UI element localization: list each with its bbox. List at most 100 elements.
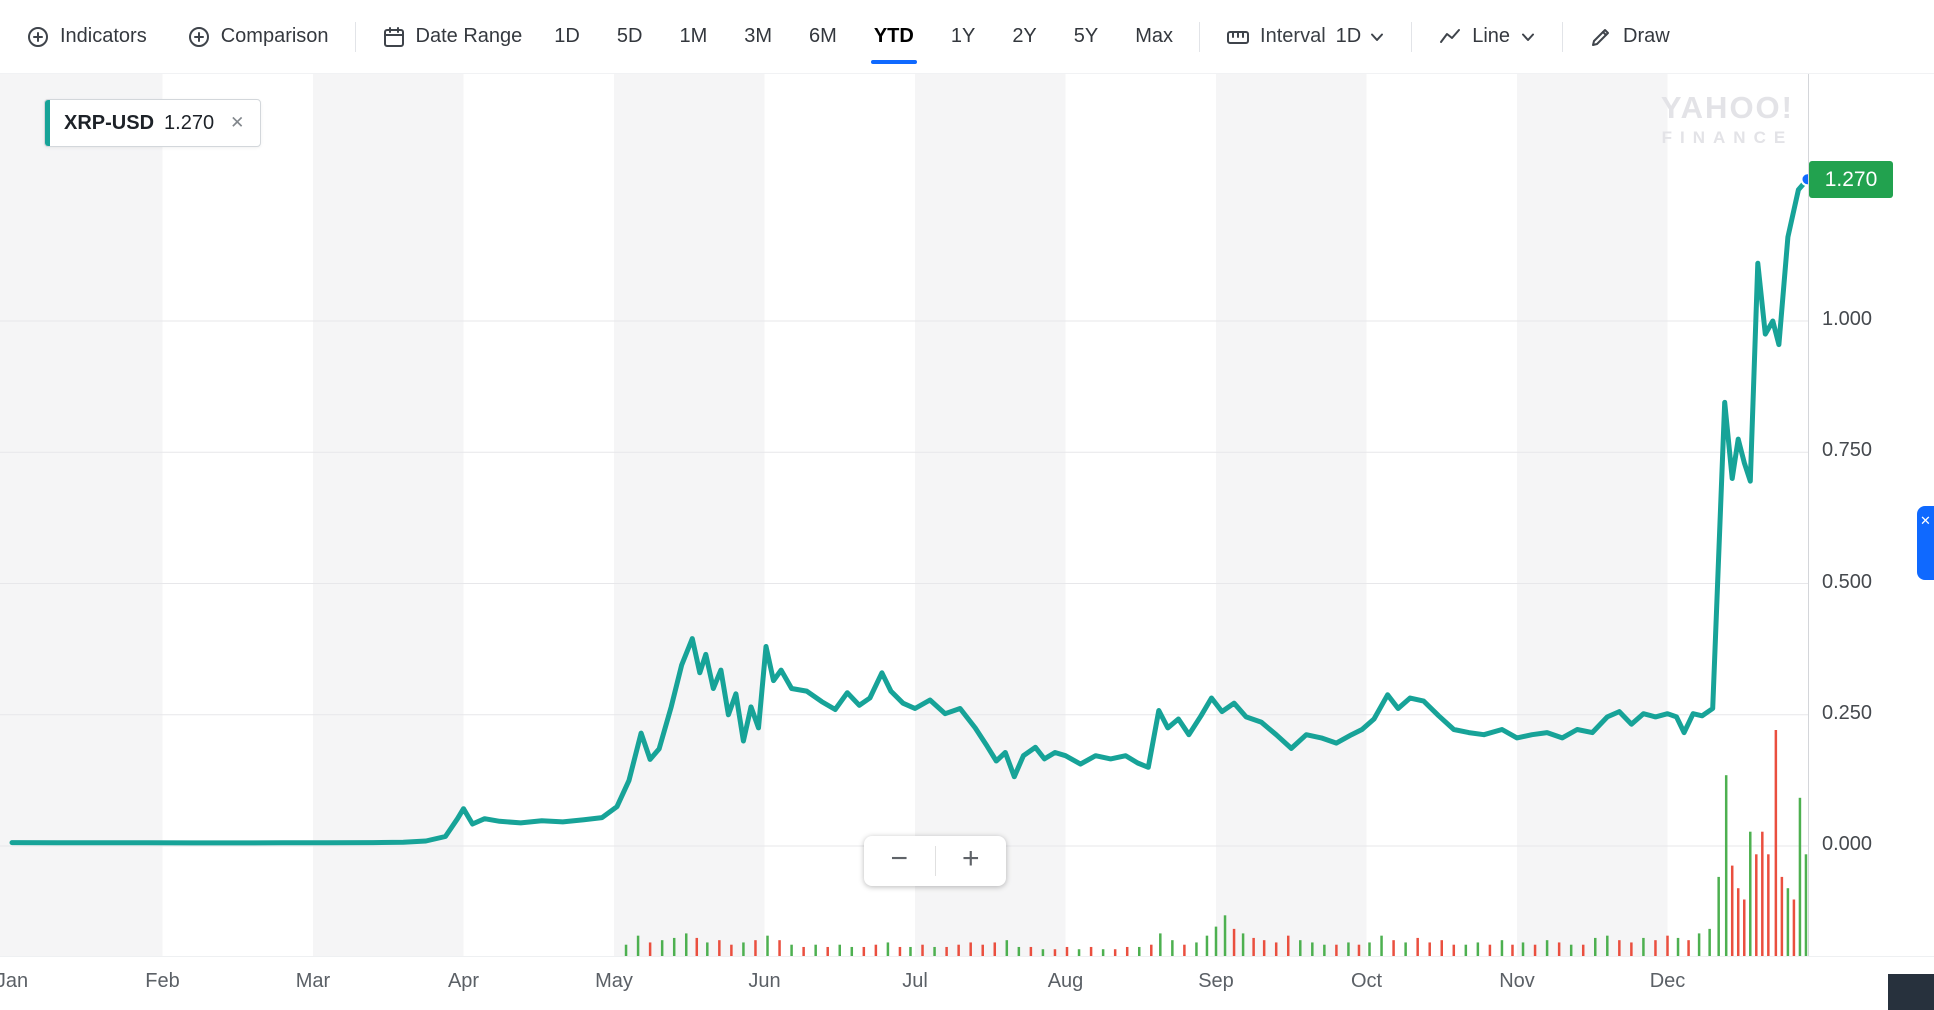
range-5d[interactable]: 5D [616, 25, 643, 47]
range-1m[interactable]: 1M [679, 25, 708, 47]
month-stripe [313, 74, 464, 956]
volume-bar [624, 944, 628, 956]
x-axis-label: Sep [1198, 970, 1234, 992]
volume-bar [1404, 942, 1407, 956]
volume-bar [1804, 854, 1808, 956]
volume-bar [981, 944, 984, 956]
y-axis-label: 1.000 [1822, 308, 1873, 330]
x-axis: Jan Feb Mar Apr May Jun Jul Aug Sep Oct Nov Dec [0, 956, 1934, 1010]
volume-bar [1159, 933, 1162, 956]
draw-button[interactable]: Draw [1589, 25, 1670, 49]
chart-area: 0.000 0.250 0.500 0.750 1.000 Jan Feb Mar Apr Ma… [0, 74, 1934, 1010]
month-stripe [614, 74, 765, 956]
x-axis-label: Jun [748, 970, 781, 992]
watermark-brand: YAHOO! [1660, 90, 1794, 125]
volume-bar [814, 944, 817, 956]
volume-bar [742, 942, 745, 956]
volume-bar [1730, 865, 1734, 956]
volume-bar [1533, 944, 1537, 956]
date-range-button[interactable]: Date Range [382, 25, 523, 49]
volume-bar [1594, 937, 1597, 956]
volume-bar [802, 946, 805, 956]
x-axis-label: Nov [1499, 970, 1535, 992]
volume-bar [969, 942, 972, 956]
date-range-label: Date Range [415, 25, 523, 47]
price-line [9, 176, 1808, 846]
interval-dropdown[interactable]: 1D [1336, 25, 1386, 48]
volume-bar [1618, 940, 1621, 956]
range-1d[interactable]: 1D [554, 25, 580, 47]
volume-bar [1511, 944, 1514, 956]
volume-bar [684, 933, 688, 956]
volume-bar [1299, 940, 1302, 956]
close-icon[interactable]: ✕ [230, 113, 245, 132]
volume-bar [1743, 899, 1746, 956]
volume-bar [874, 944, 878, 956]
volume-bar [1697, 933, 1701, 956]
x-axis-label: Mar [295, 970, 331, 992]
volume-bar [1286, 935, 1290, 956]
volume-bar [1557, 942, 1561, 956]
volume-bar [1780, 876, 1784, 956]
zoom-in-button[interactable]: + [936, 836, 1007, 886]
volume-bar [1452, 944, 1456, 956]
side-panel-tab[interactable]: ✕ [1917, 506, 1934, 580]
volume-bar [1252, 937, 1255, 956]
y-axis-label: 0.000 [1822, 833, 1873, 855]
chart-type-dropdown[interactable]: Line [1438, 25, 1536, 49]
draw-label: Draw [1623, 25, 1670, 47]
volume-bar [1792, 899, 1796, 956]
ticker-pill[interactable]: XRP-USD 1.270 ✕ [44, 99, 262, 147]
toolbar-divider [1562, 21, 1564, 52]
volume-bar [766, 935, 769, 956]
volume-bar [1150, 944, 1153, 956]
volume-bar [1368, 942, 1371, 956]
volume-bar [1053, 949, 1057, 956]
y-axis: 0.000 0.250 0.500 0.750 1.000 [1808, 74, 1934, 956]
volume-bar [790, 944, 793, 956]
range-6m[interactable]: 6M [809, 25, 837, 47]
price-chart-canvas[interactable] [0, 74, 1808, 956]
volume-bar [1065, 946, 1069, 956]
range-1y[interactable]: 1Y [950, 25, 976, 47]
volume-bar [1005, 940, 1009, 956]
y-axis-label: 0.750 [1822, 439, 1873, 462]
watermark-sub: FINANCE [1661, 127, 1794, 147]
volume-bar [660, 940, 664, 956]
volume-bar [1357, 944, 1361, 956]
indicators-button[interactable]: Indicators [26, 25, 147, 49]
volume-bar [1798, 797, 1802, 956]
range-3m[interactable]: 3M [744, 25, 773, 47]
volume-bar [1041, 949, 1045, 956]
volume-bar [1724, 775, 1728, 956]
volume-bar [1488, 944, 1492, 956]
plus-circle-icon [188, 26, 209, 47]
interval-label: Interval [1260, 25, 1326, 47]
volume-bar [898, 946, 902, 956]
range-5y[interactable]: 5Y [1073, 25, 1099, 47]
volume-bar [706, 942, 709, 956]
volume-bar [1676, 937, 1680, 956]
range-ytd[interactable]: YTD [870, 25, 917, 64]
corner-widget[interactable] [1888, 974, 1934, 1010]
volume-bar [1630, 942, 1633, 956]
range-2y[interactable]: 2Y [1012, 25, 1037, 47]
volume-bar [1223, 915, 1227, 956]
volume-bar [1392, 940, 1395, 956]
chevron-down-icon [1371, 33, 1384, 41]
volume-bar [933, 946, 936, 956]
volume-bar [1440, 940, 1443, 956]
zoom-out-button[interactable]: − [864, 836, 935, 886]
volume-bar [993, 942, 997, 956]
volume-bar [886, 942, 890, 956]
volume-bar [754, 940, 757, 956]
comparison-button[interactable]: Comparison [187, 25, 329, 49]
volume-bar [1380, 935, 1383, 956]
volume-bar [1183, 944, 1186, 956]
volume-bar [909, 946, 912, 956]
pencil-icon [1592, 28, 1610, 46]
range-max[interactable]: Max [1135, 25, 1174, 47]
volume-bar [850, 946, 854, 956]
ticker-accent-bar [45, 100, 50, 146]
month-stripe [0, 74, 163, 956]
